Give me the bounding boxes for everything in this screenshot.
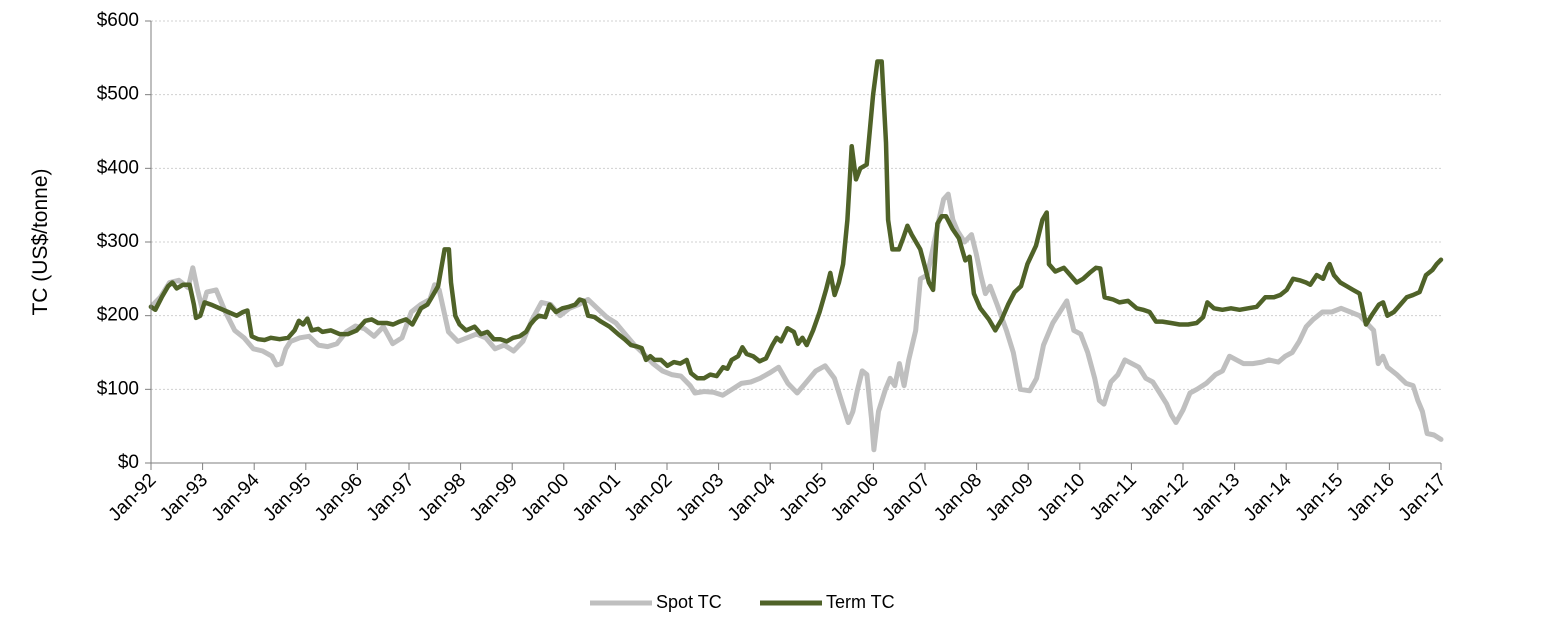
y-tick-label: $500	[97, 84, 139, 105]
x-tick-label: Jan-94	[208, 469, 264, 525]
x-tick-label: Jan-92	[105, 470, 161, 526]
x-tick-label: Jan-08	[930, 470, 986, 526]
x-tick-label: Jan-11	[1086, 470, 1141, 525]
x-tick-label: Jan-98	[414, 470, 470, 526]
y-axis-tick-labels: $0 $100 $200 $300 $400 $500 $600	[97, 10, 151, 473]
x-tick-label: Jan-93	[156, 470, 212, 526]
x-tick-label: Jan-10	[1033, 470, 1089, 526]
x-tick-label: Jan-13	[1188, 470, 1244, 526]
y-tick-label: $600	[97, 10, 139, 31]
x-tick-label: Jan-14	[1240, 469, 1296, 525]
legend-label: Term TC	[826, 592, 895, 612]
x-tick-label: Jan-16	[1343, 470, 1399, 526]
y-tick-label: $100	[97, 378, 139, 399]
x-tick-label: Jan-96	[311, 470, 367, 526]
legend: Spot TC Term TC	[590, 592, 895, 612]
y-tick-label: $300	[97, 231, 139, 252]
y-tick-label: $400	[97, 157, 139, 178]
x-tick-label: Jan-02	[621, 470, 677, 526]
x-tick-label: Jan-97	[363, 470, 419, 526]
x-tick-label: Jan-12	[1137, 470, 1193, 526]
series-lines	[148, 59, 1444, 453]
legend-label: Spot TC	[656, 592, 722, 612]
series-line-spot-tc	[148, 191, 1444, 453]
x-tick-label: Jan-09	[982, 470, 1038, 526]
series-line-term-tc	[148, 59, 1444, 381]
x-tick-label: Jan-06	[827, 470, 883, 526]
x-tick-label: Jan-01	[569, 470, 625, 526]
x-tick-label: Jan-03	[672, 470, 728, 526]
x-tick-label: Jan-05	[775, 470, 831, 526]
x-tick-label: Jan-15	[1291, 470, 1347, 526]
y-tick-label: $200	[97, 305, 139, 326]
x-axis-tick-labels: Jan-92Jan-93Jan-94Jan-95Jan-96Jan-97Jan-…	[105, 463, 1451, 526]
x-tick-label: Jan-17	[1395, 470, 1451, 526]
x-tick-label: Jan-07	[879, 470, 935, 526]
x-tick-label: Jan-00	[517, 470, 573, 526]
y-axis-title: TC (US$/tonne)	[29, 168, 52, 315]
x-tick-label: Jan-04	[724, 469, 780, 525]
y-tick-label: $0	[118, 452, 139, 473]
x-tick-label: Jan-95	[259, 470, 315, 526]
x-tick-label: Jan-99	[466, 470, 522, 526]
